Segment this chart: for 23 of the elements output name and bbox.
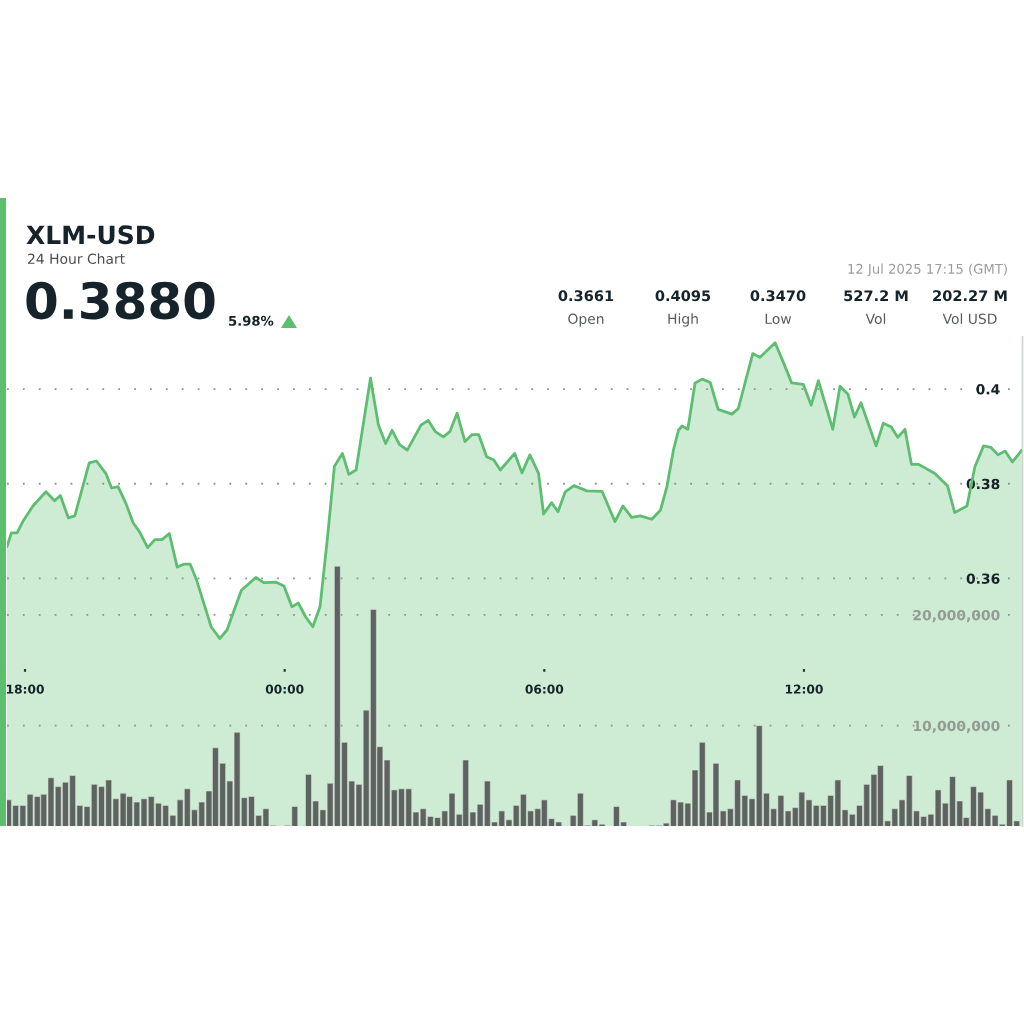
x-tick-label: 12:00 [785, 684, 823, 694]
text: Open [568, 313, 604, 327]
y2-tick-label: 20,000,000 [913, 609, 1000, 623]
y-tick-label: 0.36 [966, 573, 1000, 584]
text: Vol USD [942, 313, 997, 325]
chart-subtitle: 24 Hour Chart [28, 253, 125, 265]
text: Low [765, 313, 792, 325]
text: Vol [865, 313, 886, 325]
text: 0.3661 [558, 290, 614, 302]
y-tick-label: 0.4 [976, 384, 1000, 395]
text: 0.3880 [26, 281, 215, 320]
text: 202.27 M [933, 290, 1007, 302]
text: 12 Jul 2025 17:15 (GMT) [848, 263, 1007, 277]
x-tick-label: 18:00 [6, 684, 44, 694]
chart-title: XLM-USD [26, 225, 155, 245]
text: 527.2 M [844, 290, 908, 302]
x-tick-label: 06:00 [525, 684, 564, 694]
text: High [668, 313, 698, 327]
text: 0.3470 [750, 290, 806, 302]
x-tick-label: 00:00 [265, 684, 304, 694]
text: 5.98% [229, 315, 274, 326]
text: 0.4095 [655, 290, 711, 302]
y2-tick-label: 10,000,000 [913, 720, 1000, 733]
